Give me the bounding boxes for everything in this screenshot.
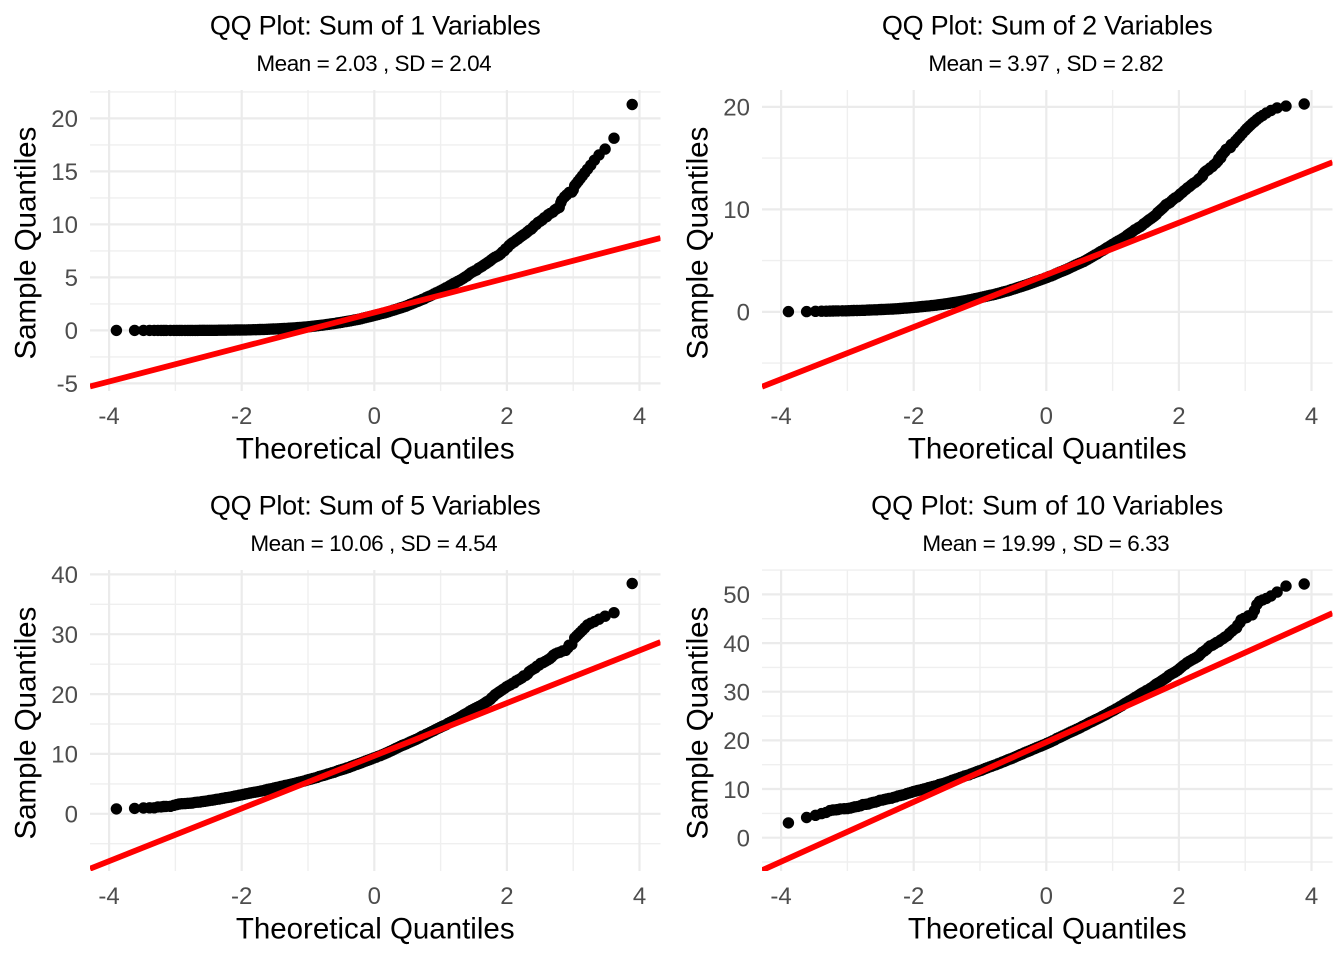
svg-text:20: 20: [51, 682, 78, 709]
svg-text:4: 4: [1305, 403, 1318, 430]
svg-text:QQ Plot: Sum of 2 Variables: QQ Plot: Sum of 2 Variables: [882, 11, 1213, 41]
svg-text:10: 10: [51, 742, 78, 769]
svg-text:0: 0: [368, 403, 381, 430]
svg-text:10: 10: [723, 197, 750, 224]
svg-text:QQ Plot: Sum of 1 Variables: QQ Plot: Sum of 1 Variables: [210, 11, 541, 41]
svg-text:30: 30: [723, 680, 750, 707]
svg-text:20: 20: [723, 728, 750, 755]
svg-text:2: 2: [500, 883, 513, 910]
svg-text:Sample Quantiles: Sample Quantiles: [682, 127, 715, 360]
svg-text:Mean = 10.06 , SD = 4.54: Mean = 10.06 , SD = 4.54: [250, 531, 497, 556]
svg-text:Mean = 19.99 , SD = 6.33: Mean = 19.99 , SD = 6.33: [922, 531, 1169, 556]
svg-text:20: 20: [51, 106, 78, 133]
svg-text:-4: -4: [770, 403, 791, 430]
svg-text:0: 0: [1040, 403, 1053, 430]
svg-text:4: 4: [633, 883, 646, 910]
svg-text:0: 0: [368, 883, 381, 910]
svg-text:40: 40: [723, 631, 750, 658]
svg-text:Mean = 2.03 , SD = 2.04: Mean = 2.03 , SD = 2.04: [256, 51, 491, 76]
svg-text:-2: -2: [903, 883, 924, 910]
svg-text:0: 0: [65, 318, 78, 345]
svg-text:Sample Quantiles: Sample Quantiles: [682, 607, 715, 840]
svg-text:QQ Plot: Sum of 5 Variables: QQ Plot: Sum of 5 Variables: [210, 491, 541, 521]
svg-text:0: 0: [1040, 883, 1053, 910]
svg-text:50: 50: [723, 582, 750, 609]
svg-text:4: 4: [1305, 883, 1318, 910]
svg-text:10: 10: [51, 212, 78, 239]
svg-text:5: 5: [65, 265, 78, 292]
svg-text:20: 20: [723, 95, 750, 122]
svg-text:Theoretical Quantiles: Theoretical Quantiles: [236, 432, 515, 465]
svg-text:-5: -5: [57, 371, 78, 398]
svg-text:0: 0: [65, 802, 78, 829]
svg-text:Sample Quantiles: Sample Quantiles: [10, 127, 43, 360]
svg-text:2: 2: [1172, 883, 1185, 910]
svg-text:-4: -4: [98, 403, 119, 430]
svg-text:-2: -2: [903, 403, 924, 430]
svg-text:30: 30: [51, 622, 78, 649]
svg-text:-4: -4: [98, 883, 119, 910]
svg-text:2: 2: [1172, 403, 1185, 430]
svg-text:Theoretical Quantiles: Theoretical Quantiles: [908, 432, 1187, 465]
svg-text:0: 0: [737, 300, 750, 327]
svg-text:-2: -2: [231, 883, 252, 910]
svg-text:0: 0: [737, 826, 750, 853]
svg-text:Sample Quantiles: Sample Quantiles: [10, 607, 43, 840]
svg-text:-2: -2: [231, 403, 252, 430]
svg-text:40: 40: [51, 562, 78, 589]
svg-text:Theoretical Quantiles: Theoretical Quantiles: [236, 912, 515, 945]
svg-text:10: 10: [723, 777, 750, 804]
svg-text:Theoretical Quantiles: Theoretical Quantiles: [908, 912, 1187, 945]
svg-text:4: 4: [633, 403, 646, 430]
svg-text:2: 2: [500, 403, 513, 430]
svg-text:-4: -4: [770, 883, 791, 910]
svg-text:15: 15: [51, 159, 78, 186]
svg-text:QQ Plot: Sum of 10 Variables: QQ Plot: Sum of 10 Variables: [871, 491, 1223, 521]
svg-text:Mean = 3.97 , SD = 2.82: Mean = 3.97 , SD = 2.82: [928, 51, 1163, 76]
